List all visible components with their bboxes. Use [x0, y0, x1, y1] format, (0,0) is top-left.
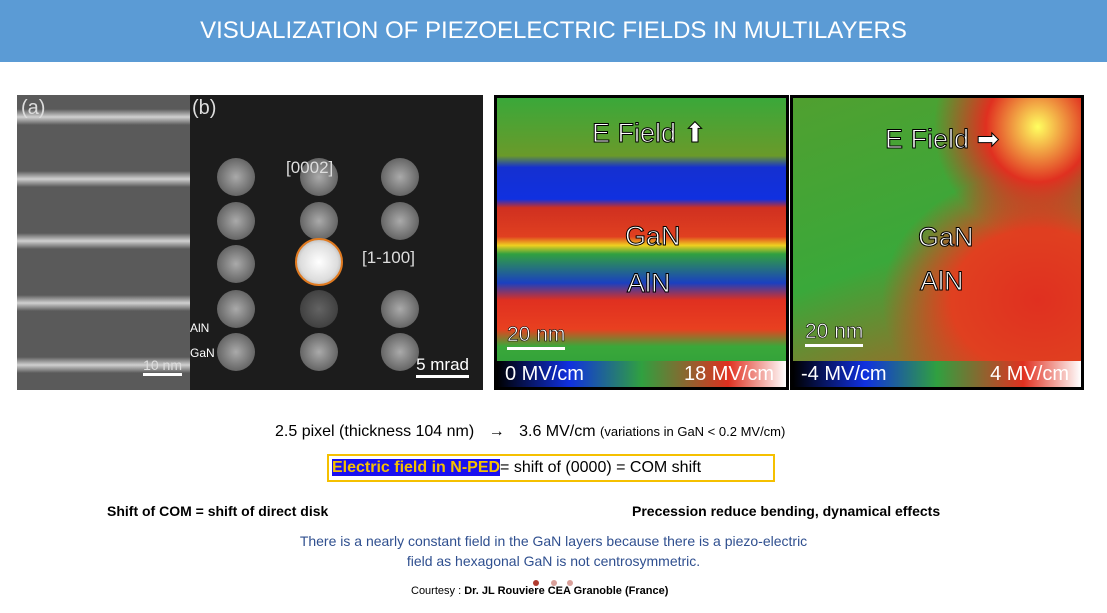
explanation: There is a nearly constant field in the … — [0, 531, 1107, 571]
dot-icon — [567, 580, 573, 586]
definition-box: Electric field in N-PED= shift of (0000)… — [327, 454, 775, 482]
field-label: E Field ⬆ — [591, 118, 707, 149]
colorbar-max: 4 MV/cm — [990, 363, 1069, 385]
central-disk-marker — [295, 238, 343, 286]
dot-icon — [533, 580, 539, 586]
explanation-line-2: field as hexagonal GaN is not centrosymm… — [406, 553, 701, 569]
explanation-line-1: There is a nearly constant field in the … — [299, 533, 808, 549]
aln-label: AlN — [190, 321, 210, 335]
colorbar-max: 18 MV/cm — [683, 363, 774, 385]
field-map-vertical: E Field ⬆ GaN AlN 20 nm 0 MV/cm 18 MV/cm — [494, 95, 789, 390]
gan-label: GaN — [625, 221, 682, 252]
aln-label: AlN — [627, 268, 672, 299]
colorbar: -4 MV/cm 4 MV/cm — [793, 361, 1081, 387]
aln-label: AlN — [920, 266, 965, 297]
scale-bar: 20 nm — [805, 320, 864, 347]
panel-label-a: (a) — [21, 97, 46, 119]
courtesy: Courtesy : Dr. JL Rouviere CEA Granoble … — [411, 585, 669, 597]
dot-icon — [551, 580, 557, 586]
scale-bar-a: 10 nm — [143, 357, 182, 376]
spot-label-1-100: [1-100] — [362, 248, 415, 267]
result-line: 2.5 pixel (thickness 104 nm) → 3.6 MV/cm… — [275, 423, 786, 440]
highlight-text: Electric field in N-PED — [332, 459, 501, 476]
spot-label-0002: [0002] — [286, 158, 334, 177]
colorbar: 0 MV/cm 18 MV/cm — [497, 361, 786, 387]
field-label: E Field ➡ — [884, 124, 1000, 155]
right-note: Precession reduce bending, dynamical eff… — [632, 503, 941, 519]
colorbar-min: 0 MV/cm — [505, 363, 584, 385]
slide-title: VISUALIZATION OF PIEZOELECTRIC FIELDS IN… — [0, 0, 1107, 62]
field-map-horizontal: E Field ➡ GaN AlN 20 nm -4 MV/cm 4 MV/cm — [790, 95, 1084, 390]
colorbar-min: -4 MV/cm — [801, 363, 887, 385]
arrow-right-icon: ➡ — [976, 124, 1000, 155]
arrow-up-icon: ⬆ — [683, 118, 707, 149]
definition-text: = shift of (0000) = COM shift — [500, 459, 702, 476]
panel-label-b: (b) — [192, 97, 217, 119]
stem-image-a: (a) 10 nm — [17, 95, 190, 390]
scale-bar-b: 5 mrad — [416, 355, 469, 378]
diffraction-image-b: (b) [0002] [1-100] AlN GaN 5 mrad — [190, 95, 483, 390]
gan-label: GaN — [918, 222, 975, 253]
gan-label: GaN — [190, 346, 215, 360]
scale-bar: 20 nm — [507, 323, 566, 350]
left-note: Shift of COM = shift of direct disk — [107, 503, 329, 519]
